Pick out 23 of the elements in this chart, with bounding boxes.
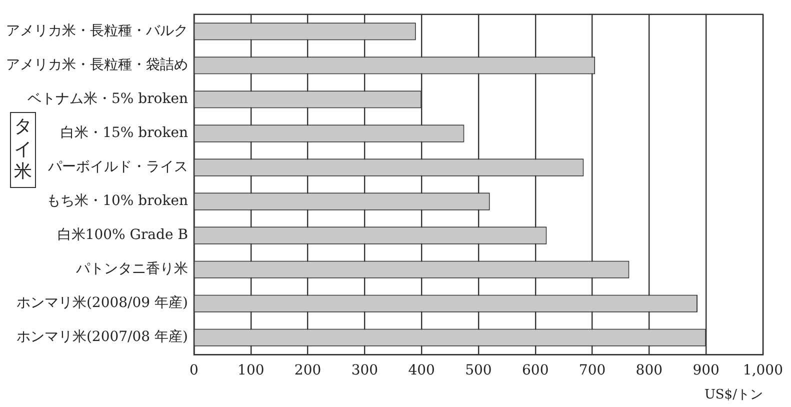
x-tick-label: 200 — [294, 362, 322, 379]
x-tick-label: 400 — [408, 362, 435, 379]
y-tick-label: パーボイルド・ライス — [47, 159, 188, 176]
y-tick-label: アメリカ米・長粒種・バルク — [6, 23, 188, 40]
y-tick-label: 白米・15% broken — [60, 125, 188, 142]
y-tick-label: ホンマリ米(2008/09 年産) — [16, 295, 188, 312]
y-tick-label: パトンタニ香り米 — [75, 261, 188, 278]
y-tick-label: アメリカ米・長粒種・袋詰め — [6, 57, 188, 74]
x-tick-label: 900 — [692, 362, 720, 379]
x-tick-label: 100 — [238, 362, 264, 379]
x-tick-label: 600 — [522, 362, 549, 379]
x-axis-title: US$/トン — [704, 388, 763, 403]
x-tick-label: 0 — [190, 362, 198, 379]
x-tick-label: 300 — [351, 362, 378, 379]
y-tick-label: 白米100% Grade B — [57, 227, 188, 244]
y-tick-label: ホンマリ米(2007/08 年産) — [16, 329, 188, 346]
x-tick-label: 1,000 — [742, 362, 784, 379]
text: タイ米 — [10, 112, 36, 188]
y-tick-label: ベトナム米・5% broken — [27, 91, 188, 108]
x-tick-label: 800 — [636, 362, 663, 379]
y-tick-label: もち米・10% broken — [46, 193, 188, 210]
x-tick-label: 700 — [578, 362, 606, 379]
x-tick-label: 500 — [465, 362, 492, 379]
